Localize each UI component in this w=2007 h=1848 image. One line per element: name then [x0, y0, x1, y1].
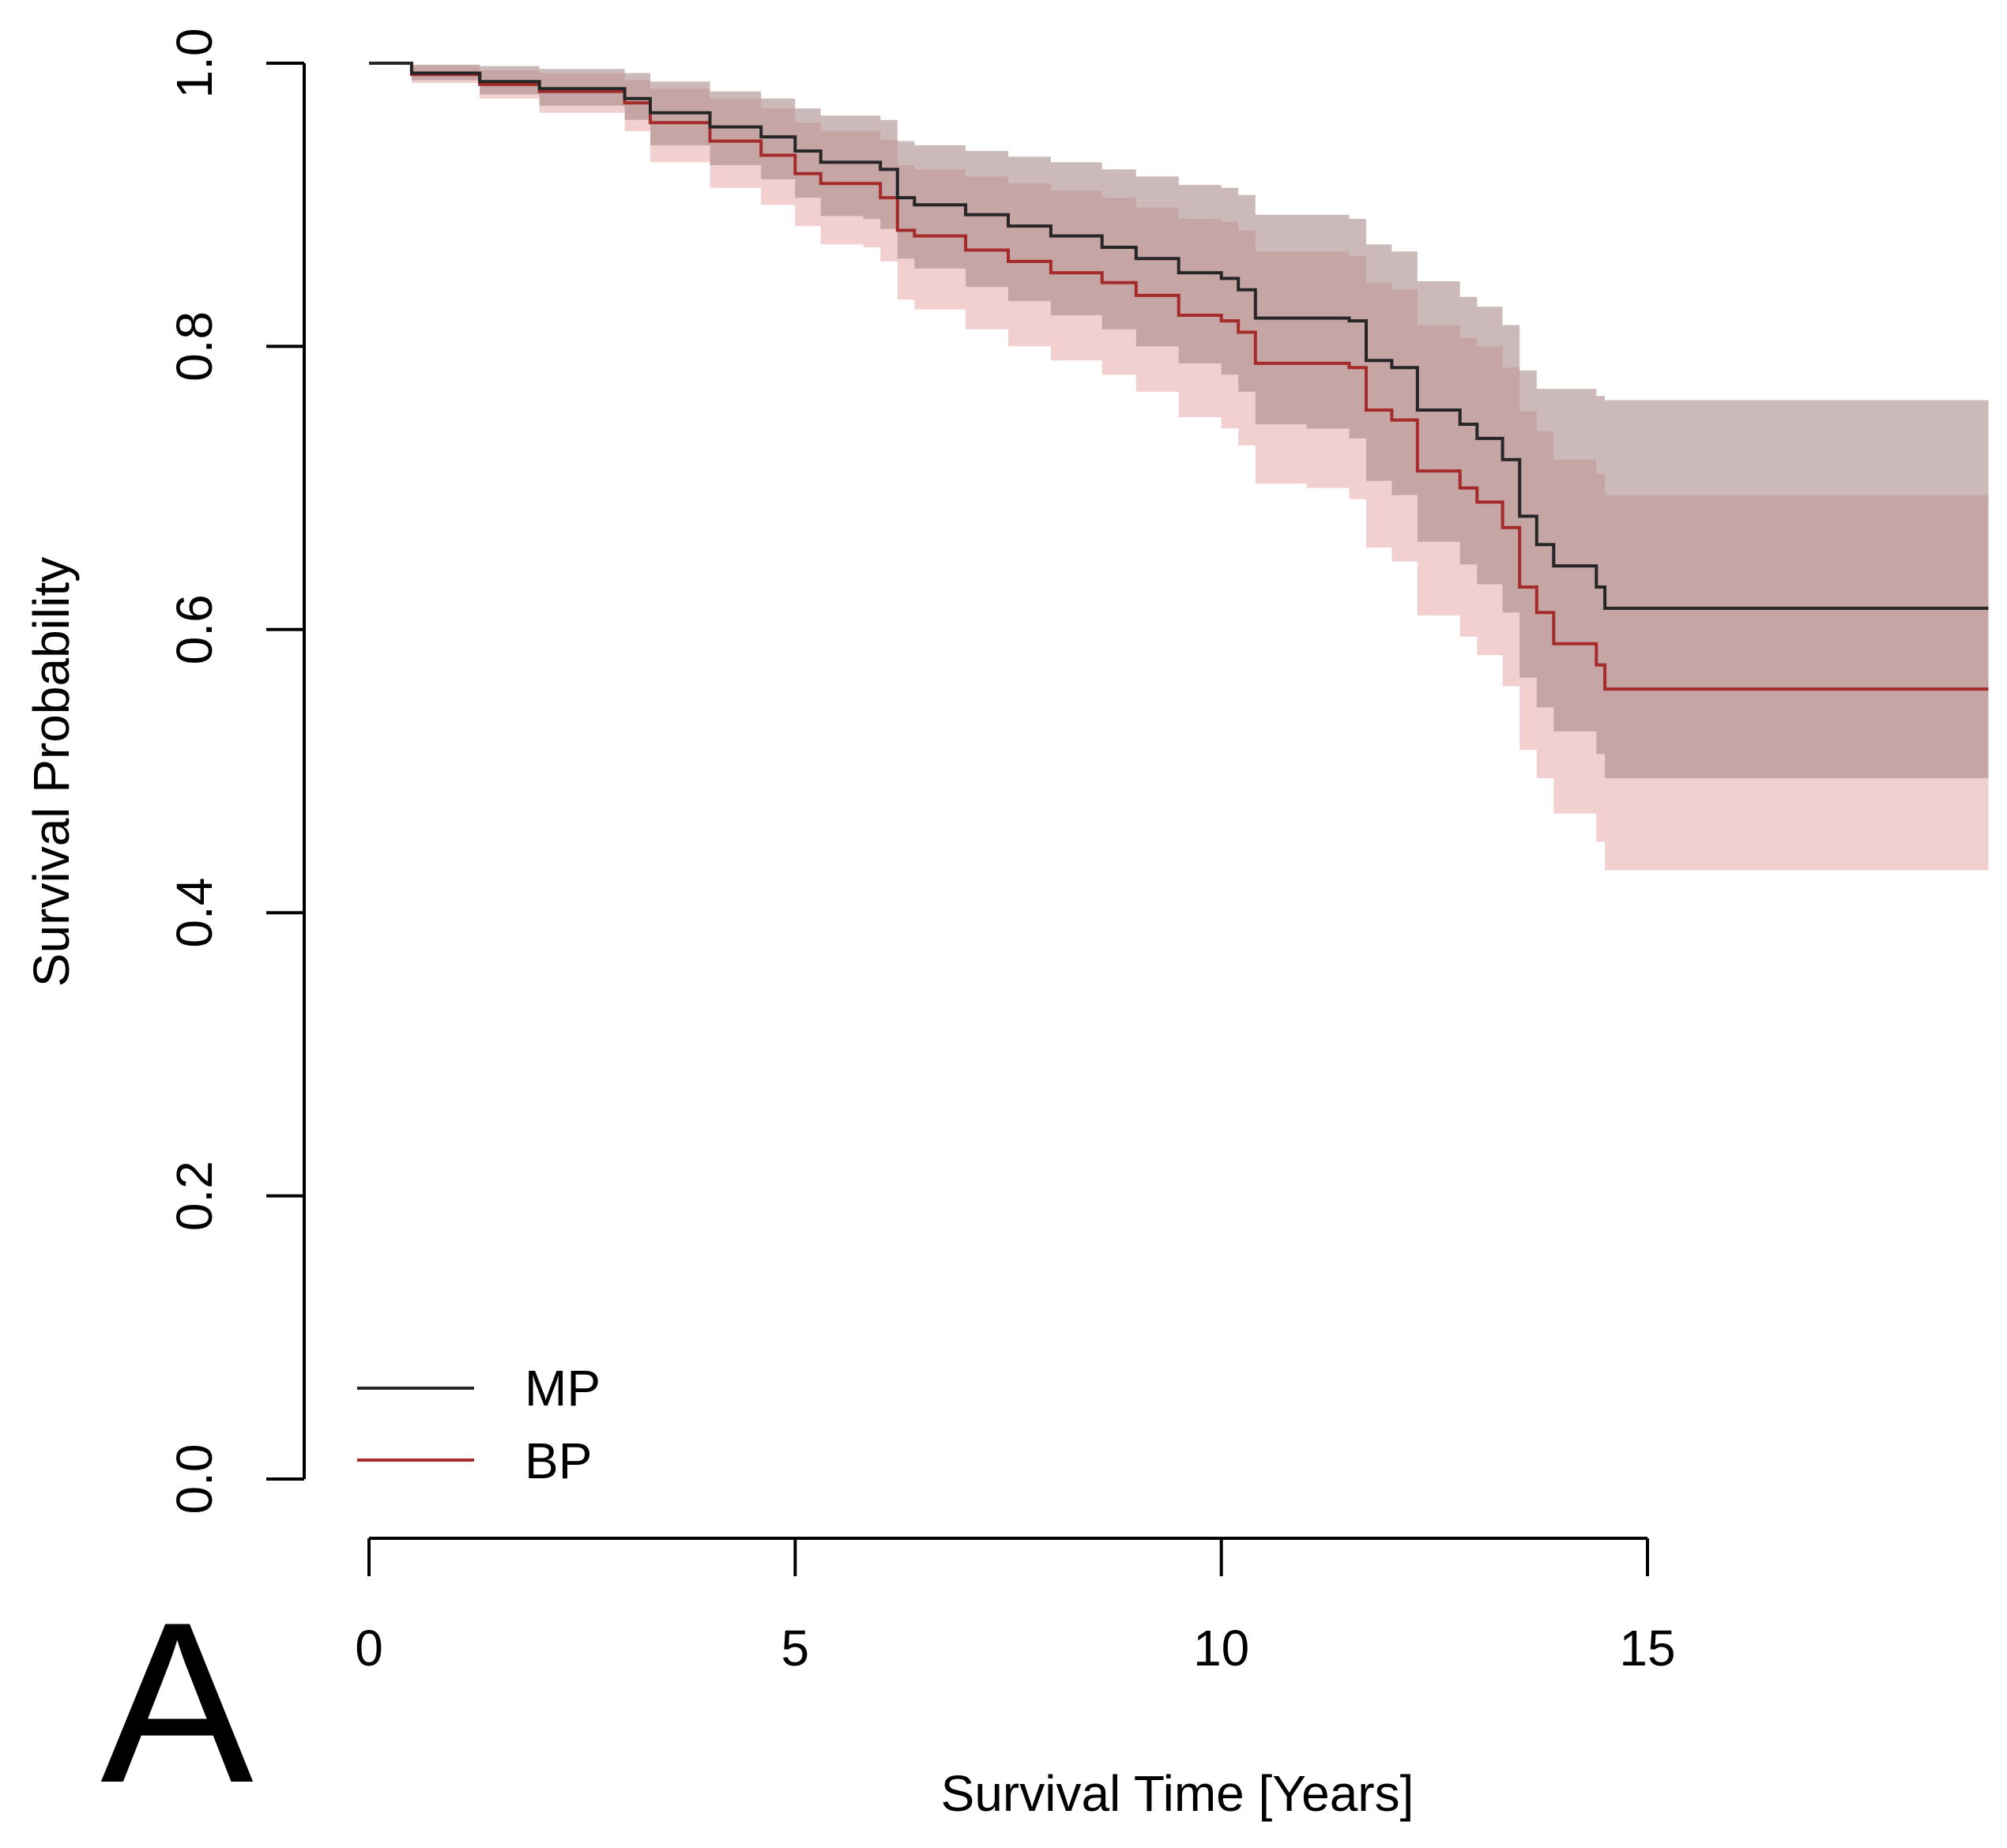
x-axis-title: Survival Time [Years] — [941, 1765, 1414, 1822]
y-tick-label: 0.0 — [166, 1444, 223, 1515]
y-tick-label: 1.0 — [166, 28, 223, 99]
y-tick-label: 0.2 — [166, 1161, 223, 1231]
legend-label-bp: BP — [525, 1432, 592, 1489]
y-tick-label: 0.8 — [166, 311, 223, 382]
x-tick-label: 0 — [355, 1620, 383, 1677]
confidence-bands — [369, 63, 1989, 871]
y-tick-label: 0.6 — [166, 594, 223, 664]
y-tick-label: 0.4 — [166, 878, 223, 948]
confidence-band-mp — [369, 63, 1989, 778]
panel-label: A — [100, 1575, 254, 1831]
survival-curve-mp — [369, 62, 1989, 610]
survival-curves — [369, 62, 1989, 691]
x-tick-label: 10 — [1193, 1620, 1249, 1677]
legend: MP BP — [357, 1360, 601, 1489]
x-tick-label: 15 — [1619, 1620, 1675, 1677]
legend-label-mp: MP — [525, 1360, 601, 1417]
y-axis-title: Survival Probability — [23, 557, 80, 987]
survival-curve-bp — [369, 62, 1989, 691]
axes: 0.0 0.2 0.4 0.6 0.8 1.0 0 5 10 15 — [166, 28, 1676, 1677]
x-tick-label: 5 — [781, 1620, 810, 1677]
